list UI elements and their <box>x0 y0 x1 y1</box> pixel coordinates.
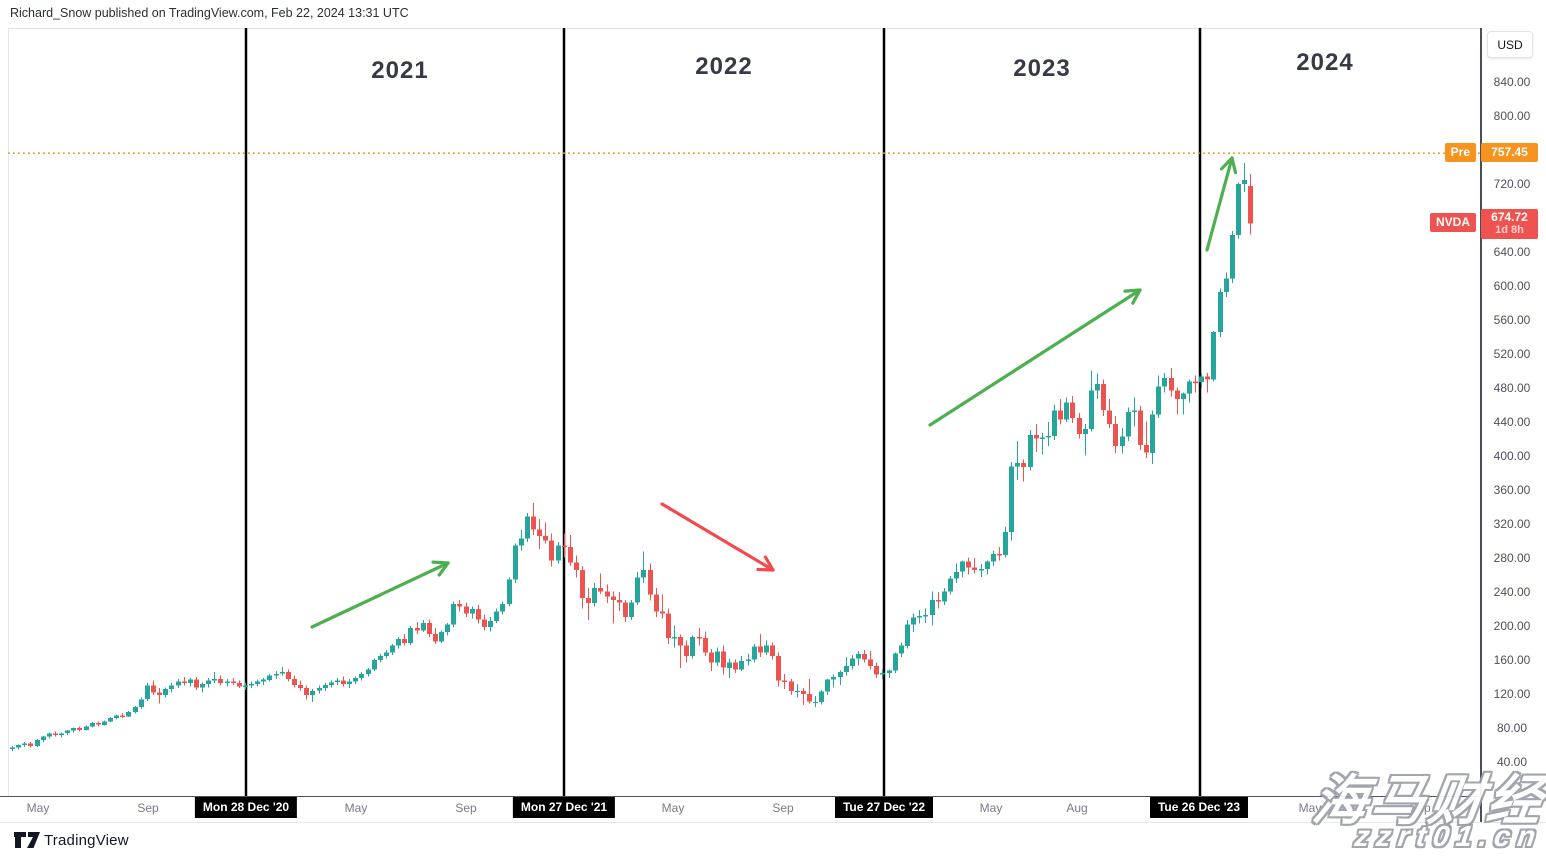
price-tick: 360.00 <box>1493 483 1531 497</box>
uptrend-arrow-2021 <box>431 560 450 565</box>
time-axis-label: May <box>979 801 1003 815</box>
price-tick: 80.00 <box>1496 721 1528 735</box>
price-tick: 400.00 <box>1493 449 1531 463</box>
plot-area <box>8 28 1480 796</box>
date-badge: Mon 27 Dec '21 <box>512 797 616 818</box>
year-label-2022: 2022 <box>695 53 753 80</box>
uptrend-arrow-2024 <box>1219 156 1234 171</box>
price-tick: 480.00 <box>1493 381 1531 395</box>
year-label-2024: 2024 <box>1296 49 1354 76</box>
price-axis-border <box>1480 28 1482 823</box>
time-axis-label: Sep <box>137 801 159 815</box>
time-axis-label: May <box>344 801 368 815</box>
date-badge: Tue 27 Dec '22 <box>834 797 934 818</box>
year-label-2021: 2021 <box>371 57 429 84</box>
time-axis-label: Sep <box>455 801 477 815</box>
price-tick: 800.00 <box>1493 109 1531 123</box>
price-tick: 640.00 <box>1493 245 1531 259</box>
price-tick: 440.00 <box>1493 415 1531 429</box>
uptrend-arrow-2021 <box>437 561 450 577</box>
footer-divider <box>0 822 1546 823</box>
price-tick: 200.00 <box>1493 619 1531 633</box>
bar-countdown: 1d 8h <box>1495 224 1524 237</box>
price-tick: 160.00 <box>1493 653 1531 667</box>
premarket-tag: Pre <box>1444 143 1476 163</box>
uptrend-arrow-2024 <box>1230 156 1238 175</box>
date-badge: Mon 28 Dec '20 <box>194 797 298 818</box>
price-tick: 320.00 <box>1493 517 1531 531</box>
price-tick: 280.00 <box>1493 551 1531 565</box>
price-tick: 560.00 <box>1493 313 1531 327</box>
currency-select-button[interactable]: USD <box>1487 31 1533 58</box>
tradingview-logo-icon[interactable] <box>14 832 40 849</box>
symbol-tag: NVDA <box>1429 213 1476 233</box>
candlestick-series <box>10 162 1253 752</box>
time-axis-label: May <box>26 801 50 815</box>
last-price-label: 674.72 1d 8h <box>1481 209 1538 240</box>
price-tick: 40.00 <box>1496 755 1528 769</box>
downtrend-arrow-2022 <box>756 567 775 572</box>
date-badge: Tue 26 Dec '23 <box>1149 797 1249 818</box>
attribution-text: Richard_Snow published on TradingView.co… <box>10 6 409 20</box>
uptrend-arrow-2024 <box>1205 156 1234 252</box>
price-tick: 520.00 <box>1493 347 1531 361</box>
uptrend-arrow-2023 <box>1131 288 1142 305</box>
uptrend-arrow-2021 <box>310 561 450 629</box>
price-tick: 600.00 <box>1493 279 1531 293</box>
price-tick: 720.00 <box>1493 177 1531 191</box>
downtrend-arrow-2022 <box>660 502 775 572</box>
downtrend-arrow-2022 <box>763 555 775 572</box>
price-tick: 120.00 <box>1493 687 1531 701</box>
time-axis-label: May <box>1298 801 1322 815</box>
premarket-price-label: 757.45 <box>1481 143 1538 163</box>
price-tick: 240.00 <box>1493 585 1531 599</box>
time-axis-label: May <box>661 801 685 815</box>
time-axis-label: Sep <box>772 801 794 815</box>
year-label-2023: 2023 <box>1013 55 1071 82</box>
last-price-value: 674.72 <box>1491 210 1528 225</box>
uptrend-arrow-2023 <box>1123 288 1142 293</box>
time-axis-label: Aug <box>1066 801 1088 815</box>
uptrend-arrow-2023 <box>928 288 1142 427</box>
time-axis-border <box>0 796 1480 797</box>
price-tick: 840.00 <box>1493 75 1531 89</box>
watermark-url-text: zzrt01.cn <box>1352 821 1545 853</box>
time-axis-label: Sep <box>1409 801 1431 815</box>
tradingview-brand-text[interactable]: TradingView <box>44 832 129 849</box>
candlestick-chart <box>8 28 1480 796</box>
